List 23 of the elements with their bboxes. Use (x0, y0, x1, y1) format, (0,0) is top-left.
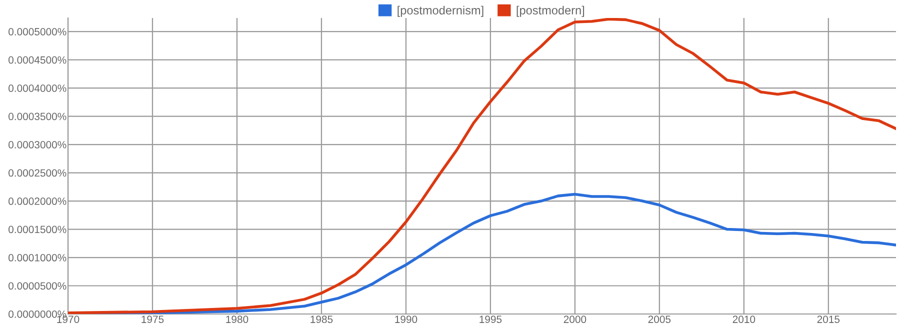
y-tick-label: 0.0002500% (8, 169, 66, 177)
y-tick-label: 0.0003000% (8, 141, 66, 148)
y-tick-label: 0.0003500% (8, 112, 66, 120)
y-tick-label: 0.0005000% (8, 28, 66, 36)
y-tick-label: 0.0004500% (8, 56, 66, 64)
y-tick-label: 0.0001000% (8, 254, 66, 262)
x-tick-label: 1980 (226, 316, 248, 324)
x-tick-label: 2015 (817, 316, 840, 324)
legend-label: [postmodernism] (398, 6, 484, 17)
x-tick-label: 1995 (480, 316, 502, 324)
x-tick-label: 2000 (564, 316, 586, 324)
y-tick-label: 0.0004000% (8, 84, 66, 92)
y-tick-label: 0.0000000% (8, 310, 66, 318)
y-tick-label: 0.0001500% (8, 226, 66, 234)
x-tick-label: 2005 (648, 316, 671, 324)
x-tick-label: 1970 (57, 316, 80, 324)
x-tick-label: 1985 (310, 316, 333, 324)
y-tick-label: 0.0000500% (8, 282, 66, 290)
y-tick-label: 0.0002000% (8, 198, 66, 205)
x-tick-label: 1975 (142, 316, 164, 324)
legend-label: [postmodern] (516, 6, 584, 17)
x-tick-label: 2010 (732, 316, 756, 324)
x-tick-label: 1990 (395, 316, 418, 324)
